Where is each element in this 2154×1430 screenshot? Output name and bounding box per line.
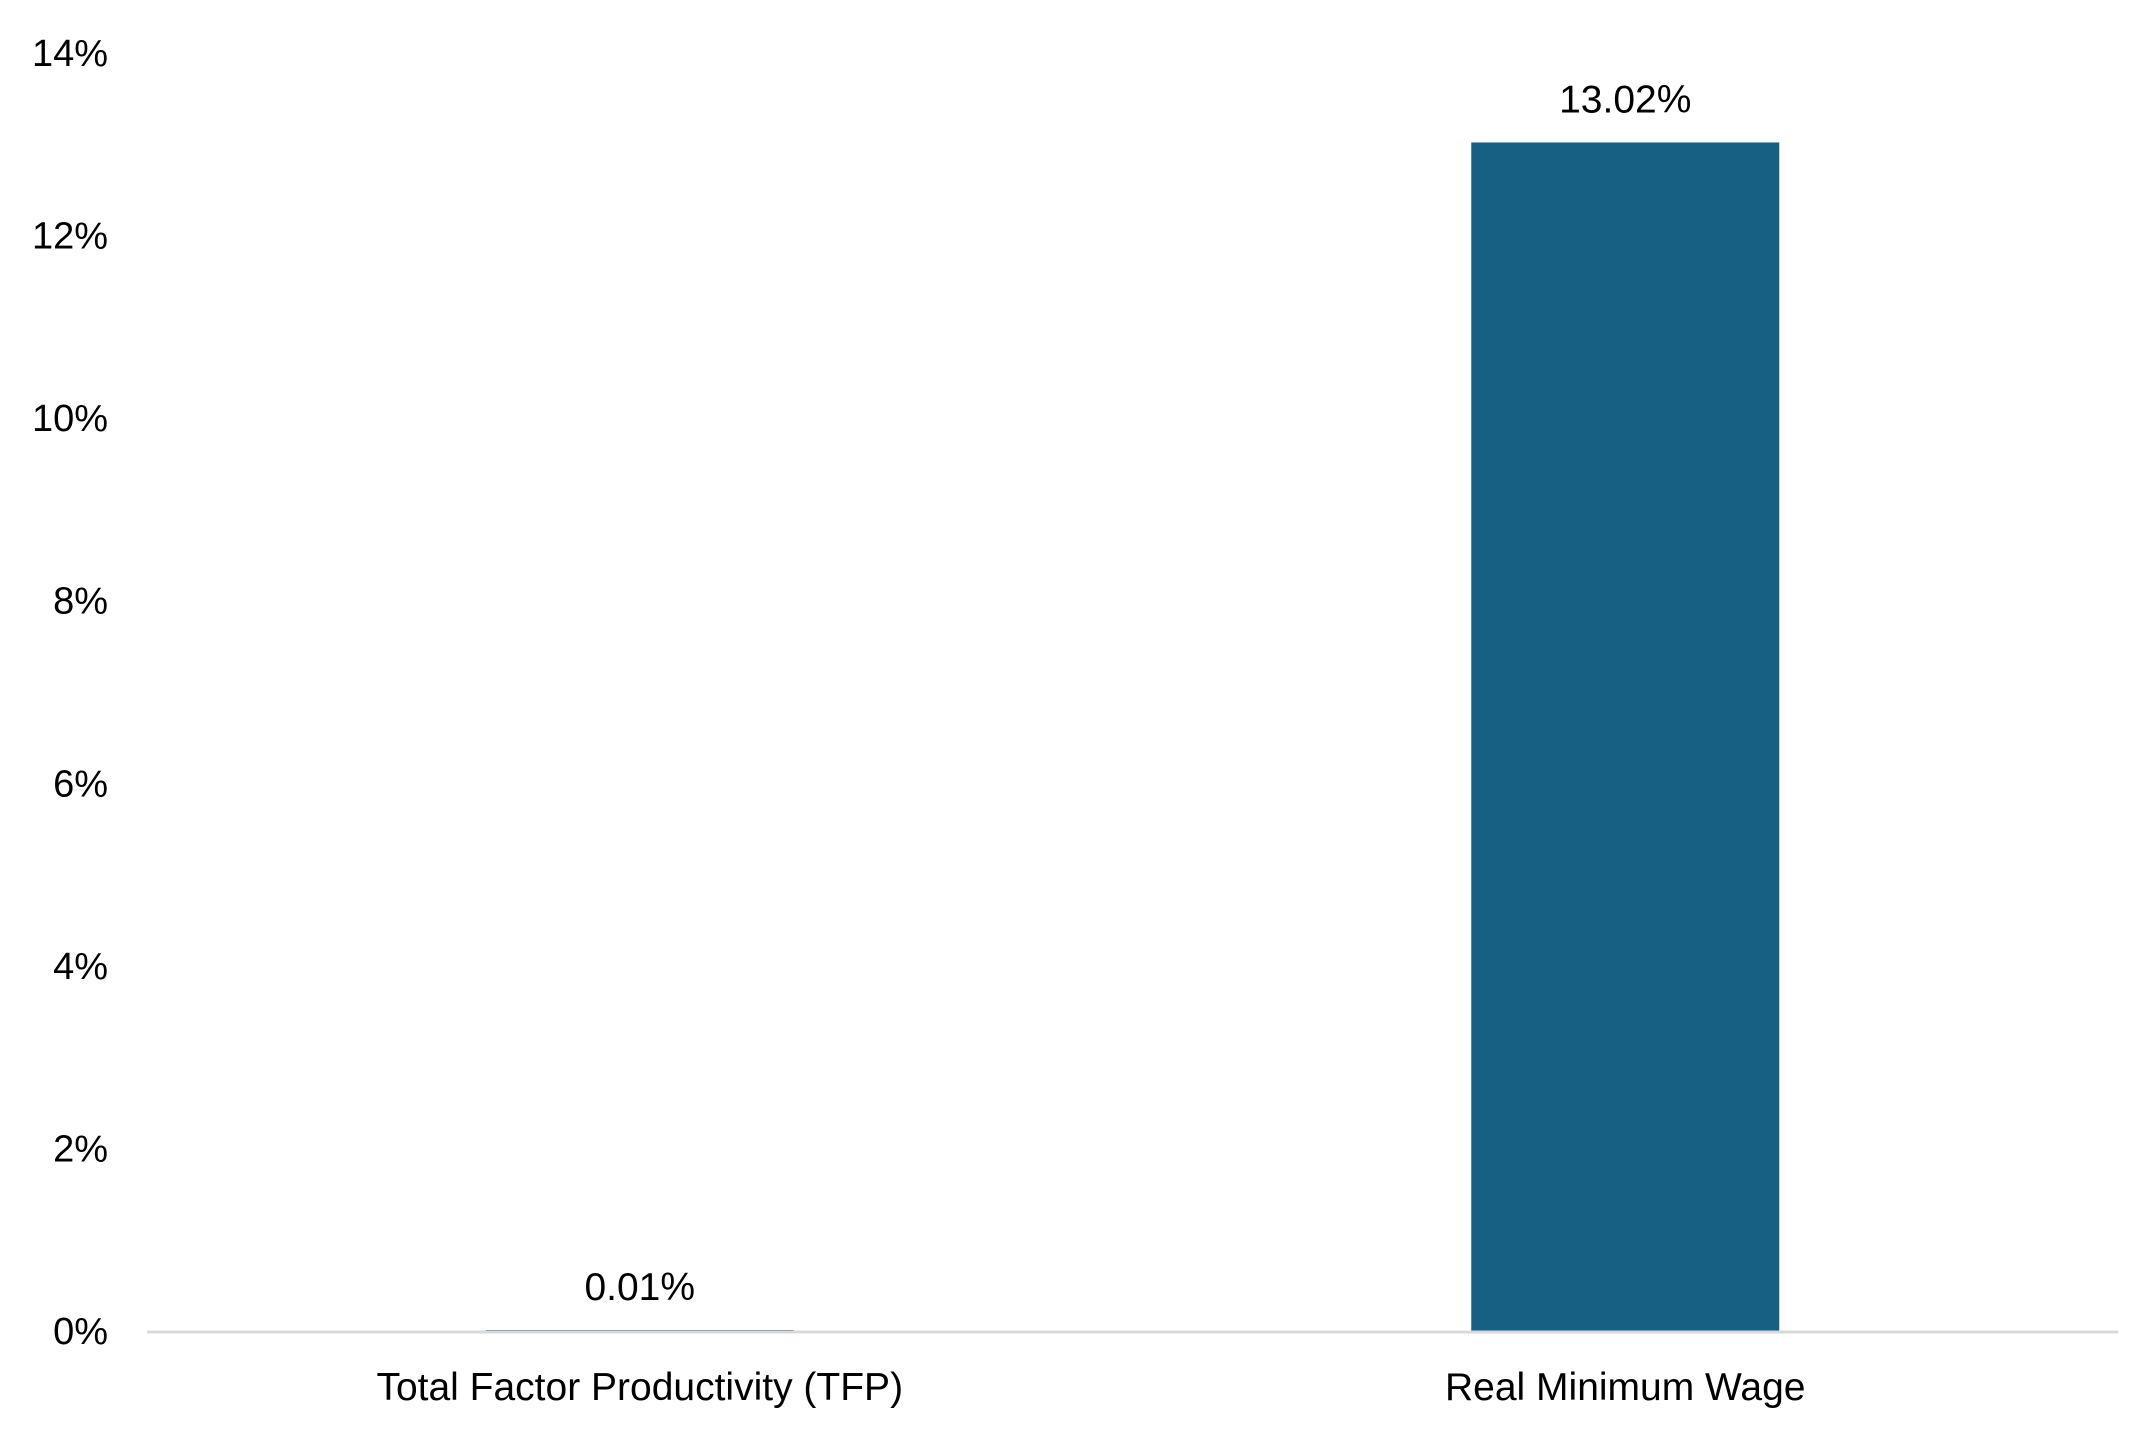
data-labels: 0.01% 13.02% (584, 78, 1691, 1309)
y-tick-label: 0% (53, 1311, 108, 1353)
y-tick-label: 8% (53, 581, 108, 623)
x-axis-category-labels: Total Factor Productivity (TFP) Real Mini… (376, 1366, 1805, 1409)
y-tick-label: 10% (32, 398, 108, 440)
y-tick-label: 12% (32, 216, 108, 258)
bar (1471, 142, 1780, 1332)
y-tick-label: 4% (53, 946, 108, 988)
y-axis-ticks: 0% 2% 4% 6% 8% 10% 12% 14% (32, 33, 108, 1353)
bar-data-label: 0.01% (584, 1266, 695, 1309)
x-category-label: Total Factor Productivity (TFP) (376, 1366, 903, 1409)
y-tick-label: 6% (53, 763, 108, 805)
y-tick-label: 14% (32, 33, 108, 75)
bar-data-label: 13.02% (1559, 78, 1691, 121)
x-category-label: Real Minimum Wage (1445, 1366, 1805, 1409)
y-tick-label: 2% (53, 1128, 108, 1170)
bars (485, 142, 1780, 1332)
